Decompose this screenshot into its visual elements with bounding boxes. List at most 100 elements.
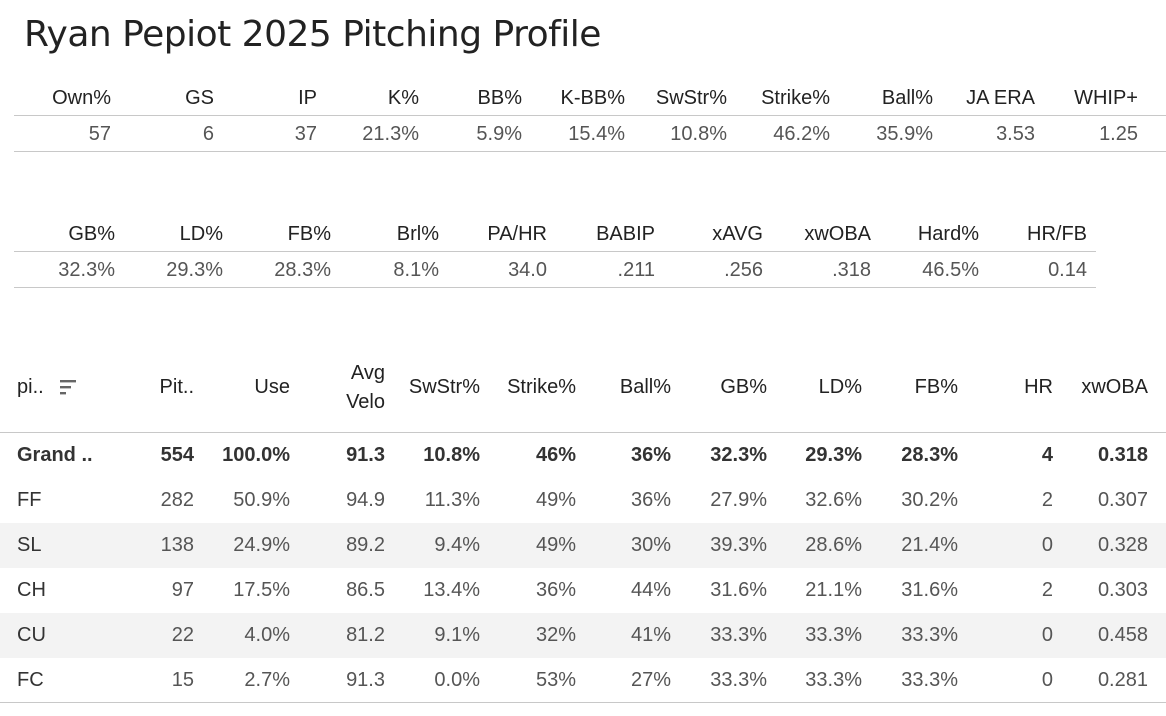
summary-1-header-row: Own% GS IP K% BB% K-BB% SwStr% Strike% Ball% JA E… xyxy=(14,80,1166,116)
page-title: Ryan Pepiot 2025 Pitching Profile xyxy=(24,14,601,55)
cell-ld: 32.6% xyxy=(805,489,862,511)
cell-hr: 0 xyxy=(1041,624,1053,646)
cell-ball: 36% xyxy=(630,489,671,511)
summary-2-value-4: 34.0 xyxy=(508,259,547,281)
sort-descending-icon[interactable] xyxy=(58,377,78,397)
cell-ld: 28.6% xyxy=(805,534,862,556)
header-fb[interactable]: FB% xyxy=(914,376,958,398)
cell-xwoba: 0.281 xyxy=(1097,669,1148,691)
header-swstr[interactable]: SwStr% xyxy=(408,376,480,398)
summary-2-value-0: 32.3% xyxy=(58,259,115,281)
table-row[interactable]: FC 15 2.7% 91.3 0.0% 53% 27% 33.3% 33.3% 33.3% 0 0.… xyxy=(0,658,1166,703)
cell-fb: 28.3% xyxy=(901,444,958,466)
cell-ball: 44% xyxy=(630,579,671,601)
cell-avg-velo: 91.3 xyxy=(346,444,385,466)
header-avg-velo-line1[interactable]: Avg xyxy=(350,362,385,384)
header-hr[interactable]: HR xyxy=(1024,376,1053,398)
cell-swstr: 9.1% xyxy=(434,624,480,646)
summary-table-2: GB% LD% FB% Brl% PA/HR BABIP xAVG xwOBA Hard% HR/… xyxy=(14,216,1096,288)
summary-1-header-9: JA ERA xyxy=(966,87,1035,109)
cell-strike: 36% xyxy=(535,579,576,601)
table-row[interactable]: FF 282 50.9% 94.9 11.3% 49% 36% 27.9% 32.6% 30.2%… xyxy=(0,478,1166,523)
summary-2-header-6: xAVG xyxy=(712,223,763,245)
header-xwoba[interactable]: xwOBA xyxy=(1081,376,1148,398)
header-ld[interactable]: LD% xyxy=(818,376,862,398)
cell-hr: 2 xyxy=(1041,489,1053,511)
cell-ld: 29.3% xyxy=(805,444,862,466)
cell-avg-velo: 91.3 xyxy=(346,669,385,691)
summary-1-value-5: 15.4% xyxy=(568,123,625,145)
cell-xwoba: 0.458 xyxy=(1097,624,1148,646)
cell-gb: 31.6% xyxy=(710,579,767,601)
summary-1-header-7: Strike% xyxy=(761,87,830,109)
summary-2-header-9: HR/FB xyxy=(1027,223,1087,245)
cell-pitches: 282 xyxy=(160,489,194,511)
cell-avg-velo: 86.5 xyxy=(346,579,385,601)
cell-xwoba: 0.328 xyxy=(1097,534,1148,556)
cell-xwoba: 0.307 xyxy=(1097,489,1148,511)
summary-2-header-7: xwOBA xyxy=(804,223,871,245)
header-gb[interactable]: GB% xyxy=(720,376,767,398)
cell-ld: 33.3% xyxy=(805,624,862,646)
cell-fb: 33.3% xyxy=(901,624,958,646)
summary-2-value-1: 29.3% xyxy=(166,259,223,281)
cell-pitches: 138 xyxy=(160,534,194,556)
summary-1-value-9: 3.53 xyxy=(996,123,1035,145)
divider xyxy=(14,251,1096,252)
summary-2-value-6: .256 xyxy=(724,259,763,281)
table-row[interactable]: CU 22 4.0% 81.2 9.1% 32% 41% 33.3% 33.3% 33.3% 0 0.… xyxy=(0,613,1166,658)
summary-2-value-2: 28.3% xyxy=(274,259,331,281)
summary-1-header-4: BB% xyxy=(477,87,522,109)
cell-swstr: 0.0% xyxy=(434,669,480,691)
summary-2-value-9: 0.14 xyxy=(1048,259,1087,281)
summary-2-header-8: Hard% xyxy=(917,223,979,245)
summary-2-value-8: 46.5% xyxy=(922,259,979,281)
summary-1-value-8: 35.9% xyxy=(876,123,933,145)
header-pitch[interactable]: pi.. xyxy=(17,376,44,398)
summary-1-value-6: 10.8% xyxy=(670,123,727,145)
cell-strike: 46% xyxy=(535,444,576,466)
cell-pitch-type: CU xyxy=(17,624,46,646)
cell-use: 50.9% xyxy=(233,489,290,511)
cell-pitches: 554 xyxy=(160,444,194,466)
summary-2-header-0: GB% xyxy=(68,223,115,245)
summary-2-header-row: GB% LD% FB% Brl% PA/HR BABIP xAVG xwOBA Hard% HR/… xyxy=(14,216,1096,252)
cell-ld: 33.3% xyxy=(805,669,862,691)
pitch-table-header: pi.. Pit.. Use Avg Velo SwStr% Strike% B… xyxy=(0,350,1166,432)
summary-1-value-3: 21.3% xyxy=(362,123,419,145)
cell-gb: 39.3% xyxy=(710,534,767,556)
cell-ball: 36% xyxy=(630,444,671,466)
table-row[interactable]: SL 138 24.9% 89.2 9.4% 49% 30% 39.3% 28.6% 21.4% 0… xyxy=(0,523,1166,568)
divider xyxy=(0,432,1166,433)
cell-gb: 33.3% xyxy=(710,624,767,646)
divider xyxy=(14,115,1166,116)
cell-strike: 32% xyxy=(535,624,576,646)
cell-gb: 33.3% xyxy=(710,669,767,691)
header-strike[interactable]: Strike% xyxy=(507,376,576,398)
header-use[interactable]: Use xyxy=(254,376,290,398)
cell-use: 4.0% xyxy=(244,624,290,646)
grand-total-row[interactable]: Grand .. 554 100.0% 91.3 10.8% 46% 36% 32.3% 29.… xyxy=(0,433,1166,478)
header-pitches[interactable]: Pit.. xyxy=(159,376,194,398)
summary-2-header-5: BABIP xyxy=(596,223,655,245)
summary-1-header-10: WHIP+ xyxy=(1074,87,1138,109)
cell-strike: 53% xyxy=(535,669,576,691)
cell-fb: 30.2% xyxy=(901,489,958,511)
summary-1-value-7: 46.2% xyxy=(773,123,830,145)
summary-2-value-3: 8.1% xyxy=(393,259,439,281)
summary-1-header-1: GS xyxy=(185,87,214,109)
summary-1-header-6: SwStr% xyxy=(655,87,727,109)
cell-use: 2.7% xyxy=(244,669,290,691)
summary-1-header-2: IP xyxy=(298,87,317,109)
cell-pitch-type: Grand .. xyxy=(17,444,93,466)
table-row[interactable]: CH 97 17.5% 86.5 13.4% 36% 44% 31.6% 21.1% 31.6% 2… xyxy=(0,568,1166,613)
summary-2-value-row: 32.3% 29.3% 28.3% 8.1% 34.0 .211 .256 .318 46.5%… xyxy=(14,252,1096,288)
header-avg-velo-line2[interactable]: Velo xyxy=(346,391,385,413)
summary-1-value-10: 1.25 xyxy=(1099,123,1138,145)
divider xyxy=(14,287,1096,288)
cell-use: 17.5% xyxy=(233,579,290,601)
cell-pitch-type: FF xyxy=(17,489,42,511)
header-ball[interactable]: Ball% xyxy=(619,376,671,398)
cell-pitches: 22 xyxy=(171,624,194,646)
summary-1-value-row: 57 6 37 21.3% 5.9% 15.4% 10.8% 46.2% 35.9% 3.53 1.… xyxy=(14,116,1166,152)
